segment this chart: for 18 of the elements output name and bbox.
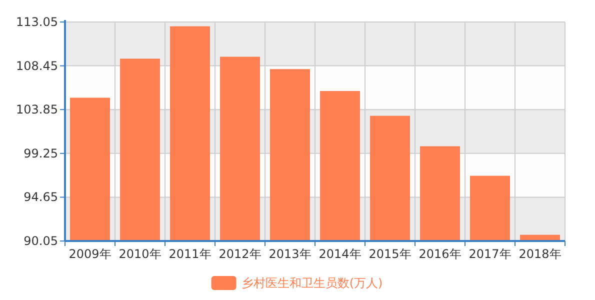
x-tick-label: 2009年 [68,247,112,261]
x-tick-label: 2013年 [268,247,312,261]
x-tick-label: 2012年 [218,247,262,261]
x-tick-label: 2015年 [368,247,412,261]
x-tick-label: 2011年 [168,247,212,261]
x-tick-label: 2018年 [518,247,562,261]
x-tick-label: 2016年 [418,247,462,261]
x-tick-label: 2017年 [468,247,512,261]
y-tick-label: 94.65 [24,190,58,204]
y-tick-label: 99.25 [24,146,58,160]
x-tick-label: 2010年 [118,247,162,261]
legend: 乡村医生和卫生员数(万人) [211,276,383,290]
y-tick-label: 103.85 [16,102,58,117]
x-tick-label: 2014年 [318,247,362,261]
y-tick-label: 108.45 [16,58,58,73]
y-tick-label: 90.05 [24,234,58,248]
legend-label: 乡村医生和卫生员数(万人) [241,276,383,290]
y-tick-label: 113.05 [16,15,58,29]
